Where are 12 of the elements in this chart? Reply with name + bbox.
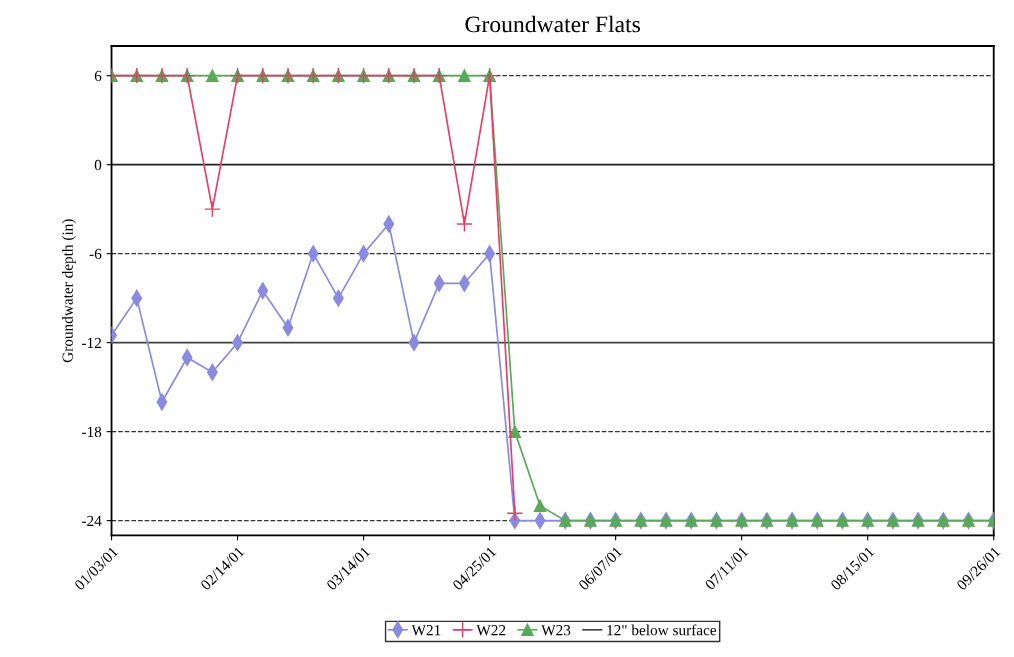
y-tick-label: -18 — [82, 426, 102, 438]
legend-label: W22 — [476, 625, 506, 636]
y-tick-label: 6 — [94, 70, 102, 82]
chart-title: Groundwater Flats — [465, 15, 640, 33]
y-axis-title: Groundwater depth (in) — [62, 219, 76, 363]
legend-label: 12" below surface — [607, 624, 717, 636]
y-tick-label: -24 — [82, 515, 102, 526]
y-tick-label: -12 — [82, 337, 101, 348]
y-tick-label: -6 — [89, 248, 102, 260]
legend-label: W21 — [411, 625, 441, 636]
y-tick-label: 0 — [94, 159, 102, 171]
legend-label: W23 — [541, 625, 571, 636]
